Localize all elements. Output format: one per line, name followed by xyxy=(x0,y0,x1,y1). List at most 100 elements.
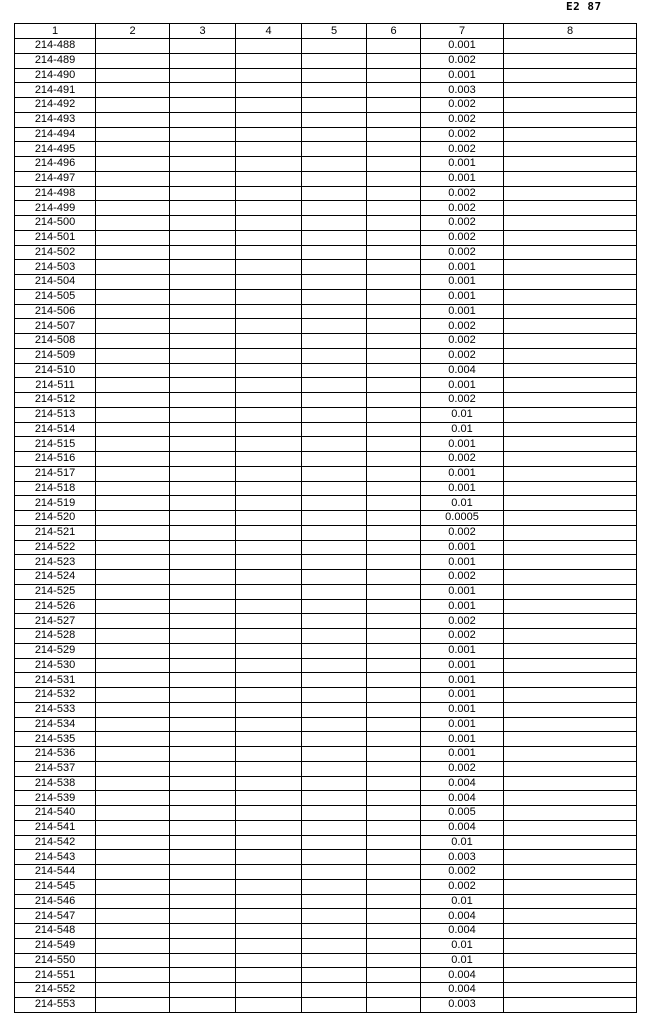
empty-cell xyxy=(366,274,421,290)
empty-cell xyxy=(95,923,170,939)
row-id-cell: 214-545 xyxy=(14,878,96,895)
empty-cell xyxy=(235,288,302,305)
table-row: 214-528 0.002 xyxy=(14,628,637,644)
empty-cell xyxy=(95,657,170,674)
empty-cell xyxy=(235,701,302,718)
table-row: 214-495 0.002 xyxy=(14,141,637,157)
row-id-cell: 214-519 xyxy=(14,495,96,511)
empty-cell xyxy=(366,672,421,688)
value-cell: 0.001 xyxy=(420,303,504,320)
table-row: 214-532 0.001 xyxy=(14,687,637,703)
empty-cell xyxy=(169,923,236,939)
value-cell: 0.01 xyxy=(420,495,504,511)
empty-cell xyxy=(235,377,302,393)
empty-cell xyxy=(503,642,637,659)
empty-cell xyxy=(95,126,170,143)
empty-cell xyxy=(95,642,170,659)
empty-cell xyxy=(235,524,302,541)
empty-cell xyxy=(95,849,170,865)
column-header: 6 xyxy=(366,23,421,39)
row-id-cell: 214-547 xyxy=(14,908,96,924)
empty-cell xyxy=(503,215,637,231)
empty-cell xyxy=(366,746,421,762)
empty-cell xyxy=(169,200,236,216)
empty-cell xyxy=(301,259,367,275)
empty-cell xyxy=(503,274,637,290)
row-id-cell: 214-508 xyxy=(14,333,96,349)
empty-cell xyxy=(95,156,170,172)
empty-cell xyxy=(235,480,302,497)
row-id-cell: 214-493 xyxy=(14,111,96,128)
empty-cell xyxy=(366,200,421,216)
empty-cell xyxy=(95,510,170,526)
empty-cell xyxy=(95,495,170,511)
empty-cell xyxy=(235,790,302,806)
empty-cell xyxy=(169,569,236,585)
value-cell: 0.003 xyxy=(420,849,504,865)
empty-cell xyxy=(366,893,421,910)
empty-cell xyxy=(169,908,236,924)
row-id-cell: 214-538 xyxy=(14,775,96,792)
empty-cell xyxy=(95,377,170,393)
empty-cell xyxy=(301,465,367,482)
empty-cell xyxy=(301,849,367,865)
row-id-cell: 214-533 xyxy=(14,701,96,718)
value-cell: 0.001 xyxy=(420,672,504,688)
empty-cell xyxy=(235,465,302,482)
empty-cell xyxy=(503,303,637,320)
value-cell: 0.001 xyxy=(420,465,504,482)
value-cell: 0.003 xyxy=(420,82,504,98)
empty-cell xyxy=(301,421,367,438)
empty-cell xyxy=(169,126,236,143)
value-cell: 0.001 xyxy=(420,436,504,452)
empty-cell xyxy=(503,185,637,202)
empty-cell xyxy=(169,377,236,393)
value-cell: 0.0005 xyxy=(420,510,504,526)
empty-cell xyxy=(95,834,170,851)
value-cell: 0.002 xyxy=(420,185,504,202)
table-row: 214-533 0.001 xyxy=(14,701,637,718)
row-id-cell: 214-539 xyxy=(14,790,96,806)
empty-cell xyxy=(95,628,170,644)
empty-cell xyxy=(95,908,170,924)
empty-cell xyxy=(301,893,367,910)
table-row: 214-516 0.002 xyxy=(14,451,637,467)
empty-cell xyxy=(503,141,637,157)
empty-cell xyxy=(235,864,302,880)
table-row: 214-514 0.01 xyxy=(14,421,637,438)
row-id-cell: 214-524 xyxy=(14,569,96,585)
empty-cell xyxy=(366,510,421,526)
empty-cell xyxy=(169,982,236,998)
empty-cell xyxy=(366,952,421,969)
value-cell: 0.001 xyxy=(420,67,504,84)
empty-cell xyxy=(301,495,367,511)
empty-cell xyxy=(503,377,637,393)
header-row: 1 2 3 4 5 6 7 8 xyxy=(14,23,637,39)
row-id-cell: 214-543 xyxy=(14,849,96,865)
value-cell: 0.001 xyxy=(420,259,504,275)
empty-cell xyxy=(235,849,302,865)
value-cell: 0.001 xyxy=(420,480,504,497)
empty-cell xyxy=(503,937,637,954)
empty-cell xyxy=(503,790,637,806)
empty-cell xyxy=(235,126,302,143)
table-row: 214-552 0.004 xyxy=(14,982,637,998)
empty-cell xyxy=(503,701,637,718)
empty-cell xyxy=(366,229,421,246)
value-cell: 0.002 xyxy=(420,628,504,644)
empty-cell xyxy=(366,185,421,202)
empty-cell xyxy=(366,318,421,334)
empty-cell xyxy=(95,716,170,733)
table-row: 214-543 0.003 xyxy=(14,849,637,865)
value-cell: 0.002 xyxy=(420,200,504,216)
row-id-cell: 214-491 xyxy=(14,82,96,98)
empty-cell xyxy=(366,967,421,983)
empty-cell xyxy=(301,598,367,615)
empty-cell xyxy=(301,156,367,172)
empty-cell xyxy=(95,82,170,98)
empty-cell xyxy=(366,392,421,408)
empty-cell xyxy=(366,864,421,880)
empty-cell xyxy=(366,377,421,393)
empty-cell xyxy=(169,170,236,187)
empty-cell xyxy=(235,406,302,423)
